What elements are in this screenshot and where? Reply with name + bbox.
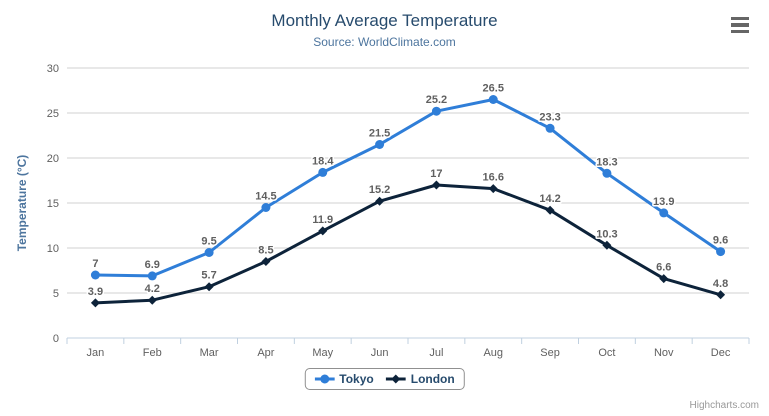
data-point-marker[interactable] [204, 282, 214, 292]
data-point-marker[interactable] [431, 106, 441, 116]
data-label: 17 [430, 168, 442, 180]
data-point-marker[interactable] [147, 295, 157, 305]
data-point-marker[interactable] [659, 208, 669, 218]
data-point-marker[interactable] [602, 168, 612, 178]
menu-bar [731, 29, 749, 34]
data-label: 9.6 [713, 235, 728, 247]
series-line-tokyo [93, 98, 723, 278]
data-point-marker[interactable] [261, 257, 271, 266]
data-label: 25.2 [426, 94, 447, 106]
legend-item-london[interactable]: London [385, 372, 455, 386]
data-label: 8.5 [258, 245, 273, 257]
data-point-marker[interactable] [431, 180, 441, 190]
data-label: 3.9 [88, 286, 103, 298]
data-label: 4.2 [145, 283, 160, 295]
data-label: 18.3 [596, 156, 617, 168]
y-axis-title: Temperature (°C) [15, 155, 29, 252]
data-point-marker[interactable] [261, 203, 271, 212]
data-point-marker[interactable] [488, 95, 498, 104]
data-point-marker[interactable] [318, 167, 328, 177]
data-point-marker[interactable] [602, 240, 612, 250]
x-axis-label: Aug [483, 347, 503, 359]
data-point-marker[interactable] [375, 140, 385, 149]
chart-title: Monthly Average Temperature [271, 11, 498, 30]
data-point-marker[interactable] [545, 205, 555, 215]
data-point-marker[interactable] [716, 247, 726, 257]
data-label: 26.5 [483, 83, 504, 95]
data-label: 23.3 [539, 111, 560, 123]
x-axis-label: Jan [87, 347, 105, 359]
x-axis-label: Nov [654, 347, 674, 359]
data-point-marker[interactable] [545, 123, 555, 133]
data-label: 5.7 [201, 270, 216, 282]
data-point-marker[interactable] [90, 270, 100, 280]
data-label: 6.6 [656, 262, 671, 274]
x-axis-label: Mar [200, 347, 219, 359]
data-point-marker[interactable] [147, 271, 157, 281]
data-label: 14.5 [255, 191, 276, 203]
series-line-london [93, 183, 723, 305]
chart-subtitle: Source: WorldClimate.com [313, 35, 456, 49]
credits-link[interactable]: Highcharts.com [689, 400, 759, 411]
x-axis-label: Jun [371, 347, 389, 359]
data-label: 11.9 [312, 214, 333, 226]
y-axis-label: 15 [47, 198, 59, 210]
legend-item-tokyo[interactable]: Tokyo [314, 372, 374, 386]
data-point-marker[interactable] [90, 298, 100, 308]
menu-bar [731, 23, 749, 27]
legend-item-label: London [410, 372, 455, 386]
y-axis-label: 10 [47, 243, 59, 255]
x-axis-label: Dec [711, 347, 731, 359]
circle-marker-icon [314, 374, 335, 384]
x-axis-label: Feb [143, 347, 162, 359]
data-label: 21.5 [369, 128, 390, 140]
legend: Tokyo London [304, 368, 465, 390]
x-axis-label: Apr [257, 347, 274, 359]
data-label: 13.9 [653, 196, 674, 208]
y-axis-label: 0 [53, 333, 59, 345]
y-axis-label: 25 [47, 108, 59, 120]
x-axis-label: May [312, 347, 333, 359]
data-label: 16.6 [483, 172, 504, 184]
data-point-marker[interactable] [375, 196, 385, 206]
legend-item-label: Tokyo [339, 372, 374, 386]
x-axis-label: Oct [598, 347, 615, 359]
data-point-marker[interactable] [204, 248, 214, 257]
data-point-marker[interactable] [716, 290, 726, 300]
menu-bar [731, 16, 749, 21]
x-axis-label: Sep [540, 347, 560, 359]
diamond-marker-icon [385, 374, 406, 384]
data-point-marker[interactable] [659, 274, 669, 284]
data-label: 7 [92, 258, 98, 270]
data-label: 15.2 [369, 184, 390, 196]
data-point-marker[interactable] [318, 226, 328, 236]
data-label: 10.3 [596, 228, 617, 240]
data-label: 18.4 [312, 155, 334, 167]
data-label: 6.9 [145, 259, 160, 271]
y-axis-label: 5 [53, 288, 59, 300]
x-axis-label: Jul [429, 347, 443, 359]
data-label: 4.8 [713, 278, 728, 290]
data-point-marker[interactable] [488, 184, 498, 194]
data-label: 14.2 [539, 193, 560, 205]
data-label: 9.5 [201, 236, 216, 248]
hamburger-menu-icon[interactable] [730, 14, 752, 36]
y-axis-label: 20 [47, 153, 59, 165]
y-axis-label: 30 [47, 63, 59, 75]
